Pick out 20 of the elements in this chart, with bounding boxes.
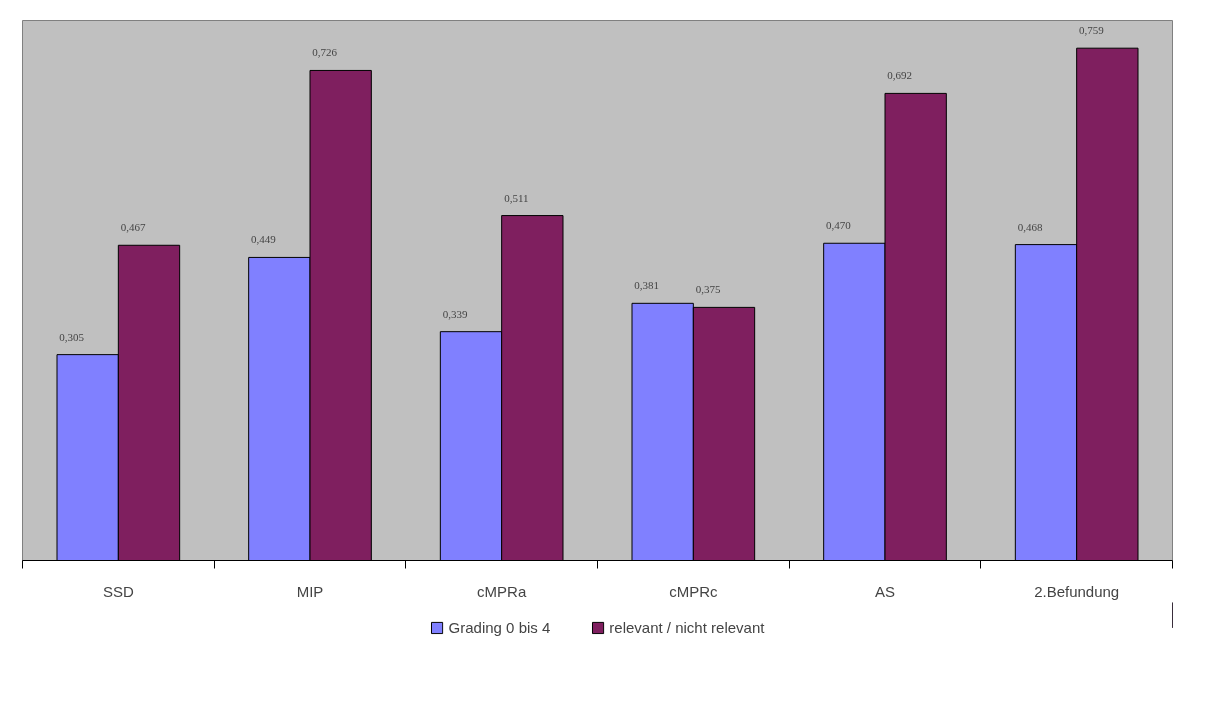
- data-label: 0,468: [1017, 220, 1043, 233]
- data-label: 0,759: [1078, 24, 1105, 37]
- data-label: 0,692: [887, 69, 913, 82]
- data-label: 0,467: [120, 221, 146, 234]
- legend-label: relevant / nicht relevant: [609, 618, 765, 636]
- data-label: 0,339: [442, 307, 468, 320]
- data-label: 0,305: [59, 330, 85, 343]
- x-tick-label: cMPRc: [669, 582, 718, 600]
- x-tick-label: AS: [875, 582, 896, 600]
- data-label: 0,449: [250, 233, 277, 246]
- data-label: 0,381: [634, 279, 660, 292]
- x-tick-label: cMPRa: [477, 582, 527, 600]
- legend-label: Grading 0 bis 4: [448, 618, 551, 636]
- data-label: 0,726: [312, 46, 338, 59]
- data-label: 0,375: [695, 283, 721, 296]
- data-label: 0,511: [504, 191, 529, 204]
- x-tick-label: 2.Befundung: [1034, 582, 1120, 600]
- x-tick-label: MIP: [296, 582, 324, 600]
- x-tick-label: SSD: [102, 582, 134, 600]
- data-label: 0,470: [825, 219, 852, 232]
